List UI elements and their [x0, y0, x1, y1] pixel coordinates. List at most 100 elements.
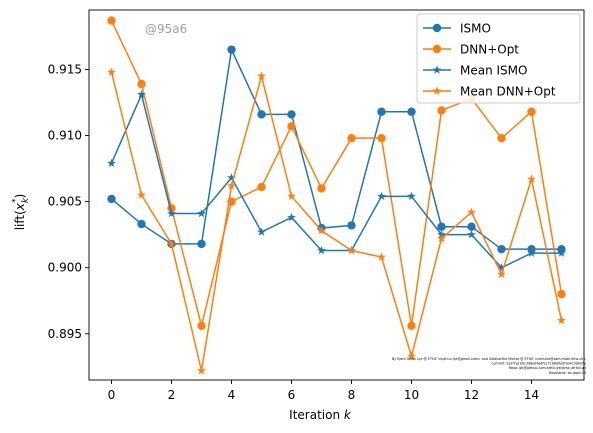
x-axis-label: Iteration k	[289, 408, 352, 422]
data-point	[317, 184, 326, 193]
data-point	[257, 71, 266, 80]
legend-marker	[432, 23, 442, 33]
data-point	[527, 107, 536, 116]
y-tick-label: 0.910	[48, 129, 82, 143]
data-point	[227, 173, 236, 182]
data-point	[257, 110, 266, 119]
data-point	[407, 351, 416, 360]
data-point	[257, 227, 266, 236]
y-tick-label: 0.905	[48, 195, 82, 209]
data-point	[497, 269, 506, 279]
footnote-line: By Kjetil Olsen Lye @ ETHZ <kjetil.o.lye…	[392, 357, 586, 361]
x-axis: 0 2 4 6 8 10 12 14	[108, 380, 539, 402]
y-tick-label: 0.895	[48, 327, 82, 341]
data-point	[557, 248, 566, 257]
footnote-line: Commit: 5a2f7e1b9c3d8e04a6f2c71b8d9e0f3a…	[491, 362, 586, 366]
y-axis: 0.895 0.900 0.905 0.910 0.915	[48, 62, 89, 341]
legend-entry: Mean DNN+Opt	[423, 85, 556, 99]
legend-entry: DNN+Opt	[423, 43, 519, 57]
data-point	[197, 366, 206, 375]
data-point	[497, 133, 506, 143]
series-line	[110, 71, 563, 371]
data-point	[377, 191, 386, 201]
data-point	[557, 315, 566, 325]
data-point	[197, 321, 206, 331]
data-point	[107, 158, 116, 168]
legend-label: Mean DNN+Opt	[460, 85, 556, 99]
data-point	[497, 244, 506, 254]
series-mean-ismo	[107, 89, 566, 272]
data-point	[257, 182, 266, 192]
x-tick-label: 10	[404, 388, 419, 402]
watermark-label: @95a6	[145, 22, 187, 36]
data-point	[197, 239, 206, 249]
data-point	[347, 133, 356, 143]
data-point	[107, 67, 116, 76]
legend-frame	[416, 13, 581, 104]
series-line	[110, 20, 563, 327]
x-tick-label: 14	[524, 388, 539, 402]
legend-marker	[432, 86, 442, 95]
series-dnn-opt	[107, 16, 566, 331]
series-mean-dnn-opt	[107, 67, 566, 375]
legend-marker	[432, 44, 442, 54]
y-tick-label: 0.900	[48, 261, 82, 275]
legend-label: Mean ISMO	[460, 64, 527, 78]
data-point	[287, 191, 296, 201]
plot-area	[107, 16, 566, 375]
data-point	[407, 191, 416, 201]
data-point	[317, 226, 326, 235]
data-point	[227, 181, 236, 190]
data-point	[467, 222, 476, 231]
x-tick-label: 8	[348, 388, 356, 402]
data-point	[557, 289, 566, 299]
data-point	[437, 222, 446, 231]
data-point	[137, 79, 146, 89]
legend-entry: ISMO	[423, 22, 491, 36]
x-tick-label: 0	[108, 388, 116, 402]
data-point	[167, 208, 176, 218]
x-tick-label: 12	[464, 388, 479, 402]
y-tick-label: 0.915	[48, 62, 82, 76]
series-line	[110, 92, 562, 269]
data-point	[377, 107, 386, 116]
data-point	[287, 212, 296, 222]
axes-frame	[88, 9, 585, 381]
legend: ISMO DNN+Opt Mean ISMO Mean DNN+Opt	[416, 13, 581, 104]
data-point	[107, 16, 116, 25]
data-point	[377, 133, 386, 143]
x-tick-label: 2	[168, 388, 176, 402]
data-point	[467, 207, 476, 216]
legend-entry: Mean ISMO	[423, 64, 527, 78]
legend-label: ISMO	[460, 22, 491, 36]
data-point	[467, 230, 476, 239]
footnote-block: By Kjetil Olsen Lye @ ETHZ <kjetil.o.lye…	[392, 357, 587, 375]
data-point	[437, 106, 446, 115]
y-axis-label: lift(xk*)	[11, 194, 31, 231]
footnote-line: Hostname: ex.login.19	[549, 371, 586, 375]
data-point	[197, 208, 206, 218]
data-point	[347, 245, 356, 255]
data-point	[407, 321, 416, 331]
data-point	[137, 219, 146, 229]
data-point	[527, 248, 536, 257]
data-point	[107, 194, 116, 204]
data-point	[407, 107, 416, 116]
data-point	[287, 122, 296, 131]
series-line	[111, 47, 562, 250]
data-point	[227, 45, 236, 54]
data-point	[317, 245, 326, 255]
axes-border	[88, 9, 585, 381]
x-tick-label: 6	[288, 388, 296, 402]
legend-marker	[432, 65, 442, 74]
data-point	[437, 234, 446, 243]
data-point	[287, 110, 296, 119]
legend-label: DNN+Opt	[460, 43, 519, 57]
data-point	[167, 239, 176, 248]
footnote-line: Repo: git@github.com:kjetil-lye/ismo_air…	[509, 366, 587, 370]
data-point	[137, 89, 146, 99]
data-point	[137, 190, 146, 199]
x-tick-label: 4	[228, 388, 236, 402]
data-point	[497, 263, 506, 272]
